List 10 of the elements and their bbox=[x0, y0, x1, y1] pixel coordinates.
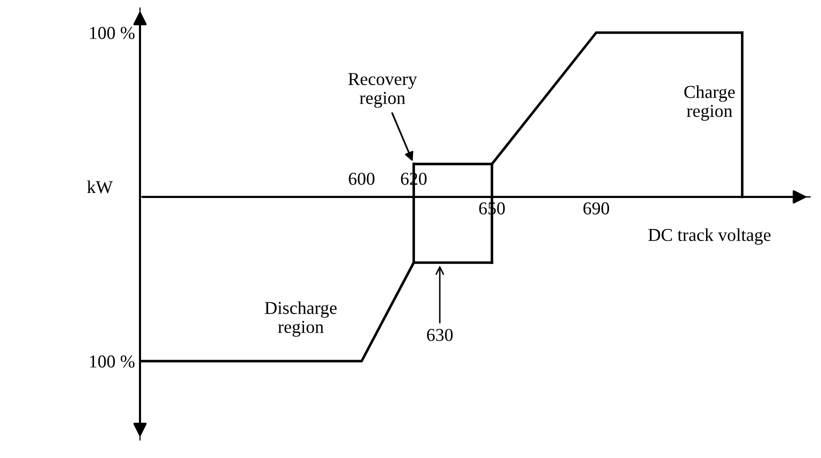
y-tick-label: 100 % bbox=[90, 26, 135, 40]
annotation: Discharge region bbox=[264, 301, 337, 337]
annotation: Recovery region bbox=[348, 73, 417, 108]
y-axis-title: kW bbox=[87, 180, 113, 194]
annotation: Charge region bbox=[684, 85, 735, 121]
y-tick-label: 100 % bbox=[90, 355, 135, 368]
x-axis-title: DC track voltage bbox=[648, 228, 771, 245]
x2-tick-label: 600 bbox=[348, 172, 374, 185]
annotation: 630 bbox=[427, 328, 453, 342]
x-tick-label: 690 bbox=[583, 202, 610, 214]
